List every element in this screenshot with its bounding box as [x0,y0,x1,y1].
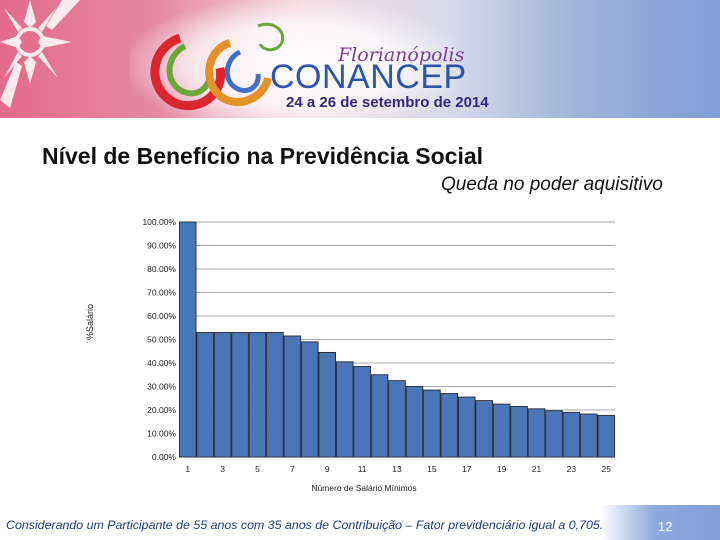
y-tick-label: 30.00% [147,382,176,392]
x-tick-label: 13 [392,464,402,474]
bar-19 [492,403,511,458]
bar-4 [231,332,249,458]
slide-subtitle: Queda no poder aquisitivo [441,174,663,195]
chart-bars [178,221,616,458]
slide-footnote: Considerando um Participante de 55 anos … [6,518,604,532]
y-axis-label: %Salário [85,304,95,340]
x-tick-label: 1 [185,464,190,474]
x-tick-label: 11 [358,464,367,474]
conancep-swirl-icon [150,22,285,111]
y-tick-label: 70.00% [147,288,176,298]
y-tick-label: 40.00% [147,358,176,368]
y-tick-label: 0.00% [152,452,177,462]
logo-city-text: Florianópolis [338,44,465,66]
header-logo-backdrop [130,0,460,118]
bar-16 [440,393,459,458]
x-tick-label: 5 [255,464,260,474]
bar-7 [283,335,302,458]
bar-5 [248,332,267,458]
bar-12 [370,374,389,458]
x-tick-label: 15 [427,464,437,474]
bar-13 [388,380,406,458]
bar-10 [335,361,354,458]
bar-20 [510,406,528,458]
x-tick-label: 21 [532,464,542,474]
y-tick-label: 50.00% [147,335,176,345]
bar-18 [475,400,493,458]
bar-24 [580,413,598,458]
x-axis-label: Número de Salário Mínimos [311,483,416,493]
y-tick-label: 80.00% [147,264,176,274]
bar-6 [266,332,284,458]
x-tick-label: 19 [497,464,507,474]
page-number: 12 [658,519,673,534]
bar-9 [318,351,337,458]
x-tick-label: 25 [602,464,612,474]
y-tick-label: 90.00% [147,241,176,251]
bar-1 [178,221,197,458]
bar-25 [597,414,616,458]
bar-22 [545,410,563,458]
bar-15 [423,389,441,458]
slide-title: Nível de Benefício na Previdência Social [42,143,484,169]
bar-8 [301,341,319,458]
y-axis-tick-labels: 0.00% 10.00% 20.00% 30.00% 40.00% 50.00% 60.00… [142,217,176,462]
bar-14 [405,386,424,458]
bar-11 [353,366,371,458]
x-tick-label: 23 [567,464,577,474]
y-tick-label: 100.00% [142,217,176,227]
x-tick-label: 17 [462,464,472,474]
bar-3 [213,332,232,458]
bar-21 [527,408,546,458]
x-tick-label: 7 [290,464,295,474]
logo-name-text: CONANCEP [270,58,467,96]
logo-date-text: 24 a 26 de setembro de 2014 [286,94,489,111]
emblem-icon [0,0,80,108]
x-axis-tick-labels: 1 3 5 7 9 11 13 15 17 19 21 23 25 [185,464,611,474]
y-tick-label: 20.00% [147,405,176,415]
x-tick-label: 9 [325,464,330,474]
bar-17 [457,396,476,458]
bar-23 [562,411,581,458]
y-tick-label: 10.00% [147,429,176,439]
x-tick-label: 3 [220,464,225,474]
footer-corner-decoration [600,505,720,540]
bar-2 [196,332,214,458]
y-tick-label: 60.00% [147,311,176,321]
